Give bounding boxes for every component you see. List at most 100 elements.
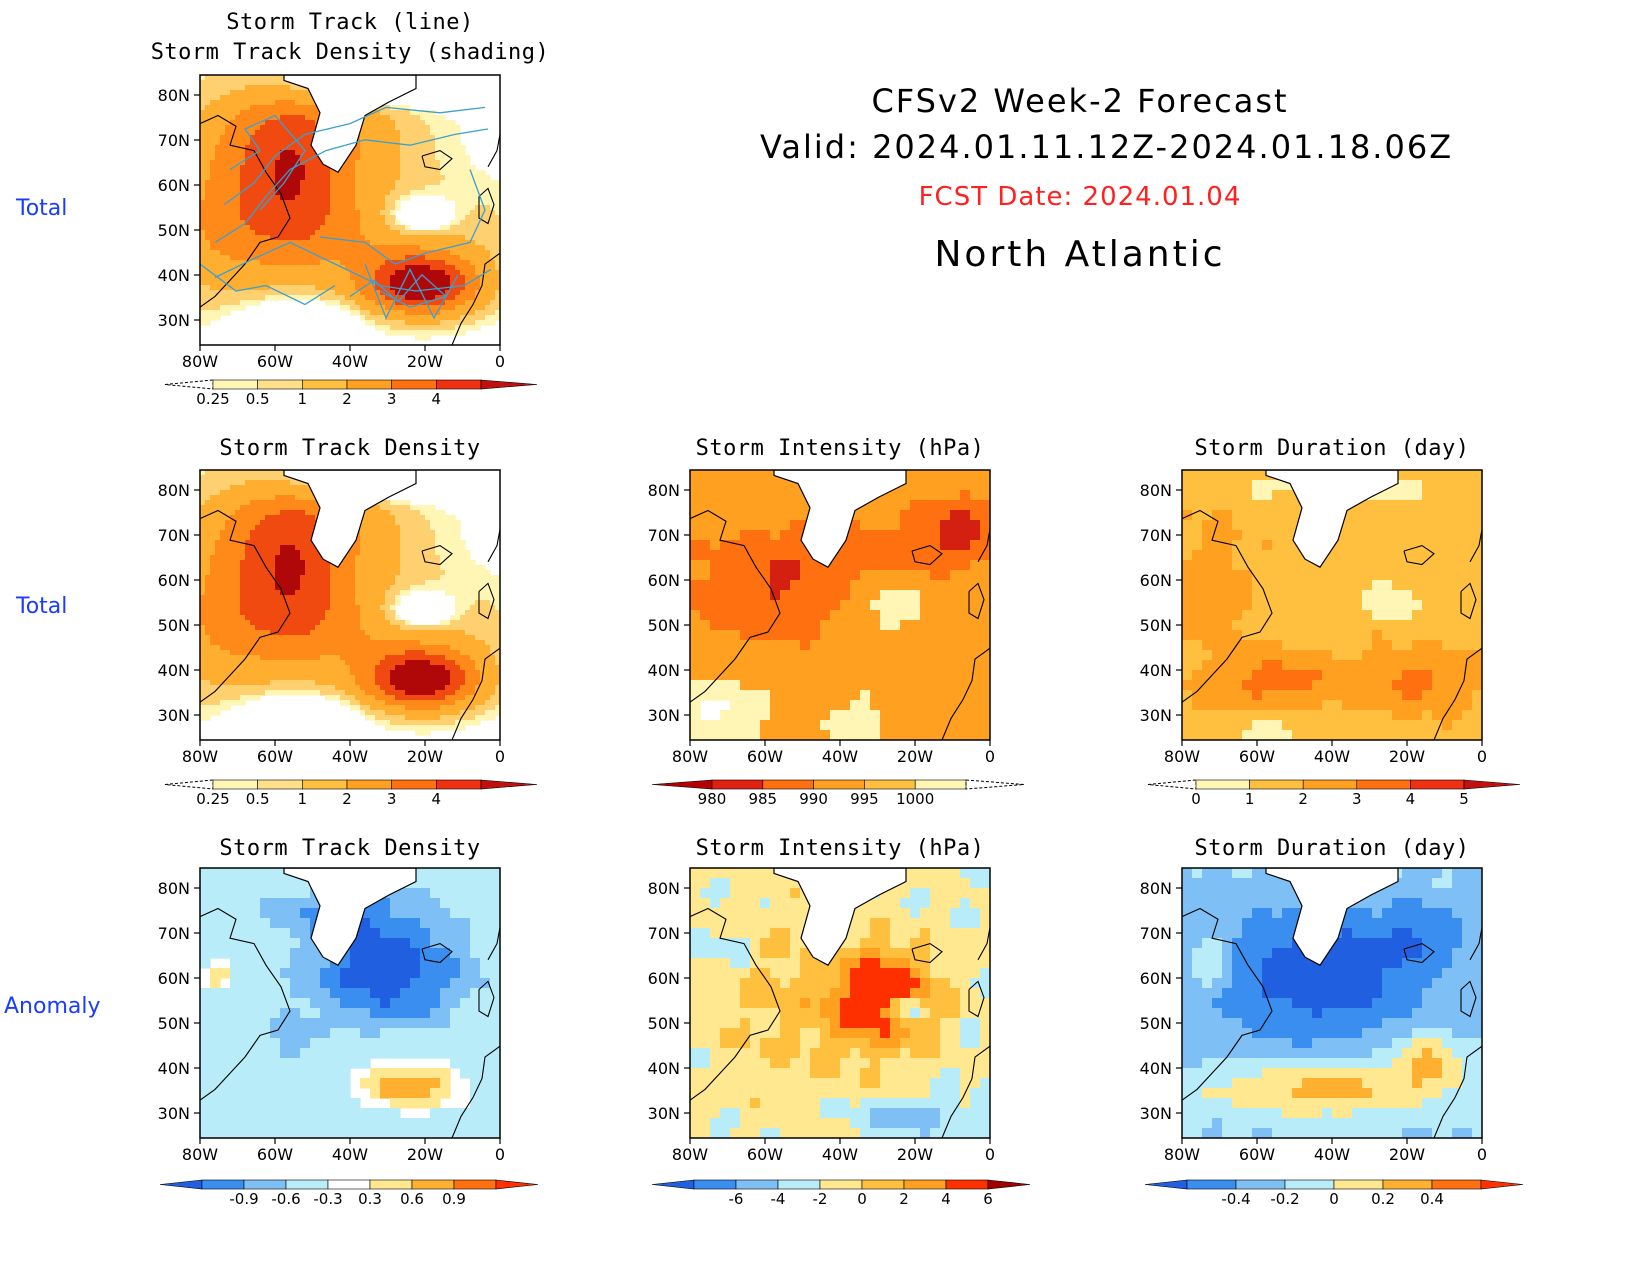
panel7-title: Storm Duration (day) xyxy=(1194,836,1470,861)
lat-tick-label: 40N xyxy=(1140,1059,1172,1078)
map-panel-p3: 80N 70N 60N 50N 40N 30N 80W 60W 40W 20W 0 xyxy=(648,469,995,766)
lon-tick-label: 0 xyxy=(985,747,995,766)
lat-tick-label: 30N xyxy=(1140,706,1172,725)
lat-tick-label: 70N xyxy=(1140,526,1172,545)
lat-tick-label: 30N xyxy=(648,706,680,725)
lat-tick-label: 70N xyxy=(648,526,680,545)
colorbar-label: 4 xyxy=(432,390,442,408)
colorbar-label: 6 xyxy=(983,1190,993,1208)
colorbar-label: 0.9 xyxy=(442,1190,466,1208)
lat-tick-label: 60N xyxy=(1140,969,1172,988)
lat-tick-label: 40N xyxy=(158,266,190,285)
lon-tick-label: 40W xyxy=(822,1145,858,1164)
colorbar-label: 980 xyxy=(698,790,727,808)
lon-tick-label: 20W xyxy=(407,1145,443,1164)
colorbar-p6: -6 -4 -2 0 2 4 6 xyxy=(651,1179,1031,1208)
panel2-title: Storm Track Density xyxy=(219,436,481,461)
lat-tick-label: 50N xyxy=(158,1014,190,1033)
map-panel-p2: 80N 70N 60N 50N 40N 30N 80W 60W 40W 20W 0 xyxy=(158,469,505,766)
lat-tick-label: 60N xyxy=(648,969,680,988)
panel3-title: Storm Intensity (hPa) xyxy=(695,436,985,461)
lat-tick-label: 30N xyxy=(648,1104,680,1123)
lon-tick-label: 20W xyxy=(407,352,443,371)
lon-tick-label: 80W xyxy=(182,352,218,371)
panel1-title-line1: Storm Track (line) xyxy=(226,10,474,35)
lat-tick-label: 50N xyxy=(158,616,190,635)
colorbar-label: 0 xyxy=(1191,790,1201,808)
lat-tick-label: 80N xyxy=(158,481,190,500)
lat-tick-label: 30N xyxy=(158,706,190,725)
lon-tick-label: 60W xyxy=(747,747,783,766)
lat-tick-label: 40N xyxy=(158,661,190,680)
colorbar-label: -0.3 xyxy=(313,1190,342,1208)
lon-tick-label: 80W xyxy=(672,747,708,766)
lon-tick-label: 40W xyxy=(332,1145,368,1164)
colorbar-label: 4 xyxy=(1406,790,1416,808)
colorbar-p3: 980 985 990 995 1000 xyxy=(651,779,1025,808)
map-panel-p6: 80N 70N 60N 50N 40N 30N 80W 60W 40W 20W 0 xyxy=(648,867,995,1164)
lon-tick-label: 40W xyxy=(822,747,858,766)
lat-tick-label: 80N xyxy=(1140,481,1172,500)
colorbar-label: 3 xyxy=(1352,790,1362,808)
region-title: North Atlantic xyxy=(934,234,1226,275)
lat-tick-label: 30N xyxy=(158,311,190,330)
colorbar-label: 0 xyxy=(857,1190,867,1208)
colorbar-label: 3 xyxy=(387,390,397,408)
lon-tick-label: 60W xyxy=(257,1145,293,1164)
colorbar-label: 1 xyxy=(298,790,308,808)
lat-tick-label: 70N xyxy=(158,526,190,545)
lat-tick-label: 80N xyxy=(648,879,680,898)
lat-tick-label: 70N xyxy=(648,924,680,943)
colorbar-label: 2 xyxy=(899,1190,909,1208)
panel6-title: Storm Intensity (hPa) xyxy=(695,836,985,861)
lat-tick-label: 80N xyxy=(1140,879,1172,898)
map-panel-p1: 80N 70N 60N 50N 40N 30N 80W 60W 40W 20W 0 xyxy=(158,74,505,371)
lon-tick-label: 20W xyxy=(407,747,443,766)
map-panel-p7: 80N 70N 60N 50N 40N 30N 80W 60W 40W 20W 0 xyxy=(1140,867,1487,1164)
valid-period: Valid: 2024.01.11.12Z-2024.01.18.06Z xyxy=(760,128,1454,166)
colorbar-label: 0.3 xyxy=(358,1190,382,1208)
lat-tick-label: 60N xyxy=(158,571,190,590)
colorbar-label: 2 xyxy=(1298,790,1308,808)
lat-tick-label: 70N xyxy=(158,924,190,943)
colorbar-label: 985 xyxy=(748,790,777,808)
colorbar-label: 0 xyxy=(1329,1190,1339,1208)
panel1-title-line2: Storm Track Density (shading) xyxy=(150,40,550,65)
lat-tick-label: 60N xyxy=(158,969,190,988)
colorbar-label: -2 xyxy=(813,1190,828,1208)
colorbar-p1: 0.25 0.5 1 2 3 4 xyxy=(164,379,538,408)
colorbar-label: 2 xyxy=(342,390,352,408)
colorbar-label: -0.9 xyxy=(229,1190,258,1208)
lon-tick-label: 0 xyxy=(1477,747,1487,766)
lat-tick-label: 50N xyxy=(648,1014,680,1033)
lat-tick-label: 60N xyxy=(648,571,680,590)
lat-tick-label: 30N xyxy=(158,1104,190,1123)
lon-tick-label: 0 xyxy=(495,352,505,371)
row-label-total-2: Total xyxy=(16,594,68,619)
lon-tick-label: 60W xyxy=(747,1145,783,1164)
lat-tick-label: 60N xyxy=(158,176,190,195)
lat-tick-label: 80N xyxy=(158,86,190,105)
lon-tick-label: 0 xyxy=(985,1145,995,1164)
colorbar-label: -0.2 xyxy=(1270,1190,1299,1208)
lat-tick-label: 60N xyxy=(1140,571,1172,590)
colorbar-label: 0.5 xyxy=(246,390,270,408)
colorbar-label: 990 xyxy=(799,790,828,808)
colorbar-p4: 0 1 2 3 4 5 xyxy=(1147,779,1521,808)
lat-tick-label: 30N xyxy=(1140,1104,1172,1123)
lat-tick-label: 80N xyxy=(648,481,680,500)
lat-tick-label: 40N xyxy=(648,661,680,680)
lat-tick-label: 70N xyxy=(158,131,190,150)
map-panel-p4: 80N 70N 60N 50N 40N 30N 80W 60W 40W 20W 0 xyxy=(1140,469,1487,766)
colorbar-label: 5 xyxy=(1459,790,1469,808)
colorbar-label: 0.4 xyxy=(1420,1190,1444,1208)
lat-tick-label: 40N xyxy=(648,1059,680,1078)
lon-tick-label: 80W xyxy=(1164,1145,1200,1164)
colorbar-label: 2 xyxy=(342,790,352,808)
lon-tick-label: 0 xyxy=(1477,1145,1487,1164)
forecast-date: FCST Date: 2024.01.04 xyxy=(918,182,1242,212)
lat-tick-label: 50N xyxy=(1140,1014,1172,1033)
lon-tick-label: 60W xyxy=(257,352,293,371)
colorbar-p5: -0.9 -0.6 -0.3 0.3 0.6 0.9 xyxy=(159,1179,539,1208)
